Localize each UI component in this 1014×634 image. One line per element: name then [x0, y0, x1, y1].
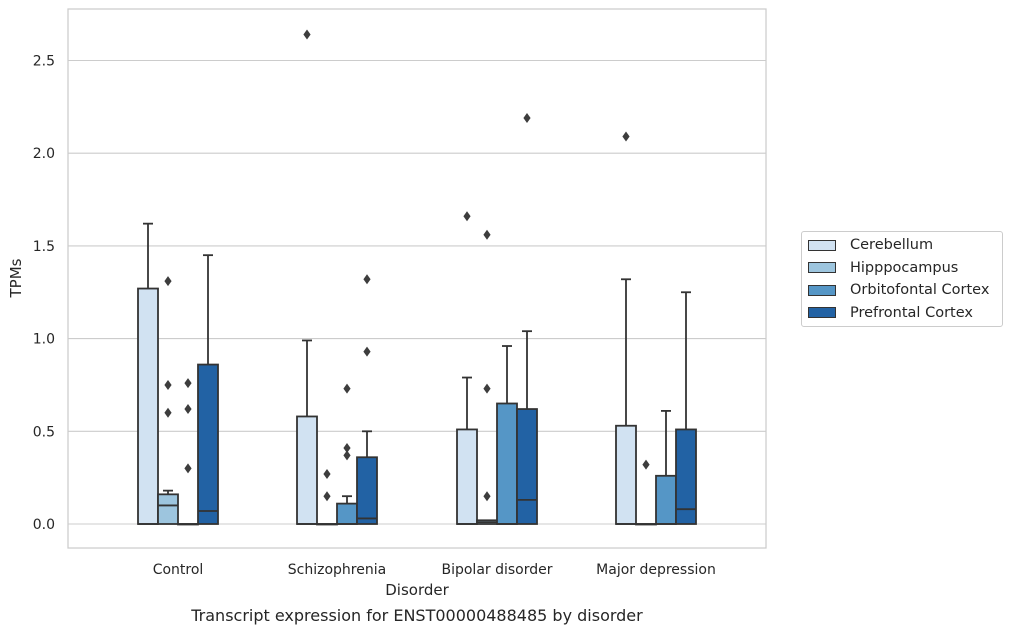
outlier-point: [463, 211, 471, 222]
box-body: [655, 474, 677, 525]
box-body: [296, 415, 318, 525]
box-body: [615, 424, 637, 525]
box-prefrontal-cortex-control: [197, 254, 219, 525]
y-axis-label: TPMs: [7, 258, 25, 298]
outlier-point: [164, 276, 172, 287]
outlier-point: [184, 404, 192, 415]
outlier-point: [483, 491, 491, 502]
outlier-point: [523, 112, 531, 123]
x-tick-label: Bipolar disorder: [441, 562, 552, 578]
y-tick-label: 2.0: [33, 146, 55, 162]
y-tick-label: 0.0: [33, 517, 55, 533]
box-body: [137, 287, 159, 525]
legend-swatch: [808, 284, 836, 296]
box-layer: [137, 29, 697, 526]
y-tick-labels: 0.0 0.5 1.0 1.5 2.0 2.5: [33, 54, 55, 534]
outlier-point: [343, 442, 351, 453]
outlier-point: [363, 274, 371, 285]
box-body: [157, 493, 179, 525]
box-prefrontal-cortex-schizophrenia: [356, 274, 378, 525]
box-prefrontal-cortex-major-depression: [675, 291, 697, 525]
grid-lines: [68, 59, 766, 525]
legend-label: Orbitofontal Cortex: [850, 282, 990, 298]
legend: Cerebellum Hipppocampus Orbitofontal Corte…: [801, 231, 1003, 327]
legend-label: Cerebellum: [850, 237, 934, 253]
outlier-point: [343, 450, 351, 461]
outlier-point: [642, 459, 650, 470]
box-body: [496, 402, 518, 525]
box-hipppocampus-control: [157, 276, 179, 525]
box-hipppocampus-bipolar-disorder: [476, 229, 498, 525]
outlier-point: [363, 346, 371, 357]
outlier-point: [622, 131, 630, 142]
box-body: [456, 428, 478, 525]
y-tick-label: 1.5: [33, 239, 55, 255]
legend-swatch: [808, 307, 836, 318]
box-cerebellum-major-depression: [615, 131, 637, 525]
outlier-point: [483, 229, 491, 240]
x-tick-label: Major depression: [596, 562, 716, 578]
outlier-point: [303, 29, 311, 40]
y-tick-label: 1.0: [33, 332, 55, 348]
outlier-point: [323, 468, 331, 479]
legend-label: Hipppocampus: [850, 259, 959, 276]
outlier-point: [184, 463, 192, 474]
box-hipppocampus-major-depression: [635, 459, 657, 526]
box-orbitofontal-cortex-bipolar-disorder: [496, 345, 518, 525]
x-tick-label: Schizophrenia: [288, 562, 386, 578]
plot-frame: [67, 8, 767, 549]
box-cerebellum-control: [137, 222, 159, 525]
box-orbitofontal-cortex-schizophrenia: [336, 383, 358, 525]
outlier-point: [323, 491, 331, 502]
box-prefrontal-cortex-bipolar-disorder: [516, 112, 538, 525]
legend-item: Cerebellum: [808, 234, 933, 256]
box-hipppocampus-schizophrenia: [316, 468, 338, 526]
legend-label: Prefrontal Cortex: [850, 304, 973, 321]
legend-item: Prefrontal Cortex: [808, 302, 973, 324]
outlier-point: [184, 378, 192, 389]
y-tick-label: 0.5: [33, 424, 55, 440]
x-axis-label: Disorder: [385, 581, 449, 599]
outlier-point: [164, 407, 172, 418]
box-body: [516, 408, 538, 525]
x-tick-label: Control: [153, 562, 204, 578]
box-body: [675, 428, 697, 525]
box-body: [356, 456, 378, 525]
figure-caption: Transcript expression for ENST0000048848…: [191, 606, 643, 625]
outlier-point: [343, 383, 351, 394]
box-orbitofontal-cortex-major-depression: [655, 410, 677, 525]
legend-swatch: [808, 262, 836, 273]
box-cerebellum-schizophrenia: [296, 29, 318, 525]
x-tick-labels: Control Schizophrenia Bipolar disorder Majo…: [153, 562, 716, 578]
box-body: [336, 502, 358, 525]
box-orbitofontal-cortex-control: [177, 378, 199, 526]
legend-item: Hipppocampus: [808, 257, 958, 279]
y-tick-label: 2.5: [33, 54, 55, 70]
legend-swatch: [808, 239, 836, 251]
box-body: [197, 363, 219, 525]
legend-item: Orbitofontal Cortex: [808, 279, 989, 301]
outlier-point: [483, 383, 491, 394]
outlier-point: [164, 379, 172, 390]
box-cerebellum-bipolar-disorder: [456, 211, 478, 525]
